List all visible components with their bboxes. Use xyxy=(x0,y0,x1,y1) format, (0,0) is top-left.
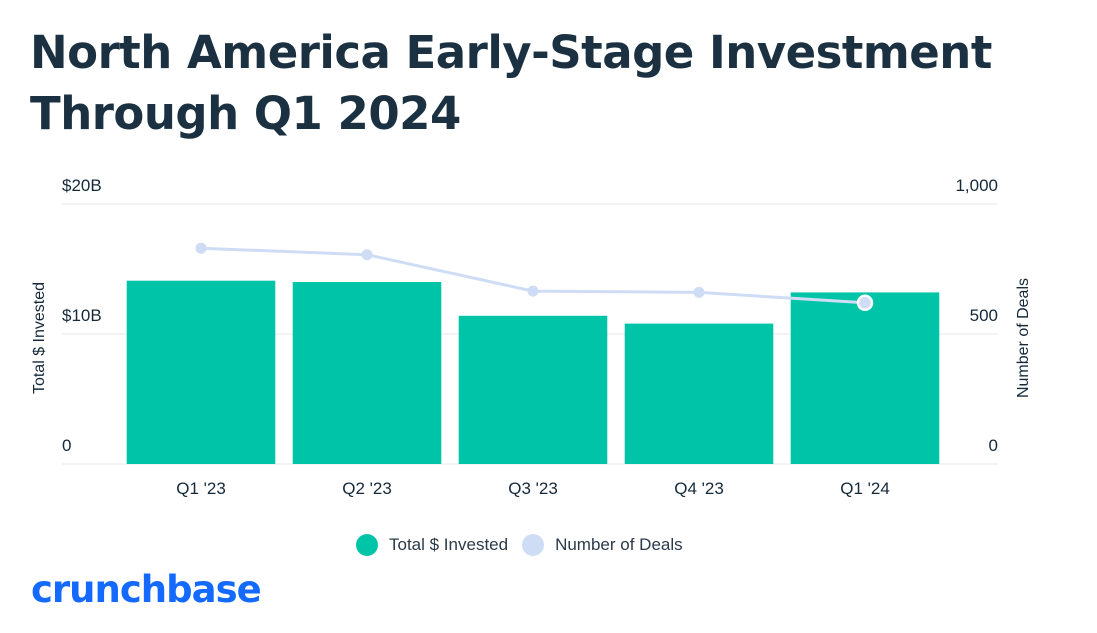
y-tick-label-left: 0 xyxy=(62,436,71,455)
bar-5 xyxy=(790,292,940,464)
legend-swatch-bar xyxy=(356,534,378,556)
bar-3 xyxy=(458,315,608,464)
x-tick-label: Q2 '23 xyxy=(342,479,392,498)
legend-item-number-of-deals[interactable]: Number of Deals xyxy=(522,534,683,556)
chart-title-line-1: North America Early-Stage Investment xyxy=(30,26,992,79)
legend-label-total-invested: Total $ Invested xyxy=(389,535,509,554)
chart-title: North America Early-Stage Investment Thr… xyxy=(30,22,1070,144)
y-tick-label-right: 0 xyxy=(989,436,998,455)
y-tick-label-left: $20B xyxy=(62,176,102,195)
x-tick-label: Q3 '23 xyxy=(508,479,558,498)
chart-title-line-2: Through Q1 2024 xyxy=(30,87,461,140)
x-tick-label: Q1 '24 xyxy=(840,479,890,498)
chart-area: 0 $10B $20B 0 500 1,000 Total $ Invested Number… xyxy=(31,176,1032,498)
x-tick-label: Q4 '23 xyxy=(674,479,724,498)
bar-4 xyxy=(624,323,774,464)
x-tick-label: Q1 '23 xyxy=(176,479,226,498)
deals-point-2 xyxy=(361,249,373,261)
legend-swatch-line xyxy=(522,534,545,556)
y-tick-label-right: 1,000 xyxy=(955,176,998,195)
y-axis-title-left: Total $ Invested xyxy=(31,282,48,394)
deals-point-5 xyxy=(856,294,874,312)
crunchbase-logo[interactable]: crunchbase xyxy=(31,568,262,611)
legend-label-number-of-deals: Number of Deals xyxy=(555,535,683,554)
deals-point-4 xyxy=(693,286,705,298)
y-tick-label-left: $10B xyxy=(62,306,102,325)
bar-1 xyxy=(126,280,276,464)
y-axis-title-right: Number of Deals xyxy=(1015,278,1032,398)
y-tick-label-right: 500 xyxy=(970,306,998,325)
chart-legend: Total $ Invested Number of Deals xyxy=(356,534,697,556)
deals-point-1 xyxy=(195,242,207,254)
deals-point-3 xyxy=(527,285,539,297)
bar-2 xyxy=(292,282,442,464)
legend-item-total-invested[interactable]: Total $ Invested xyxy=(356,534,508,556)
